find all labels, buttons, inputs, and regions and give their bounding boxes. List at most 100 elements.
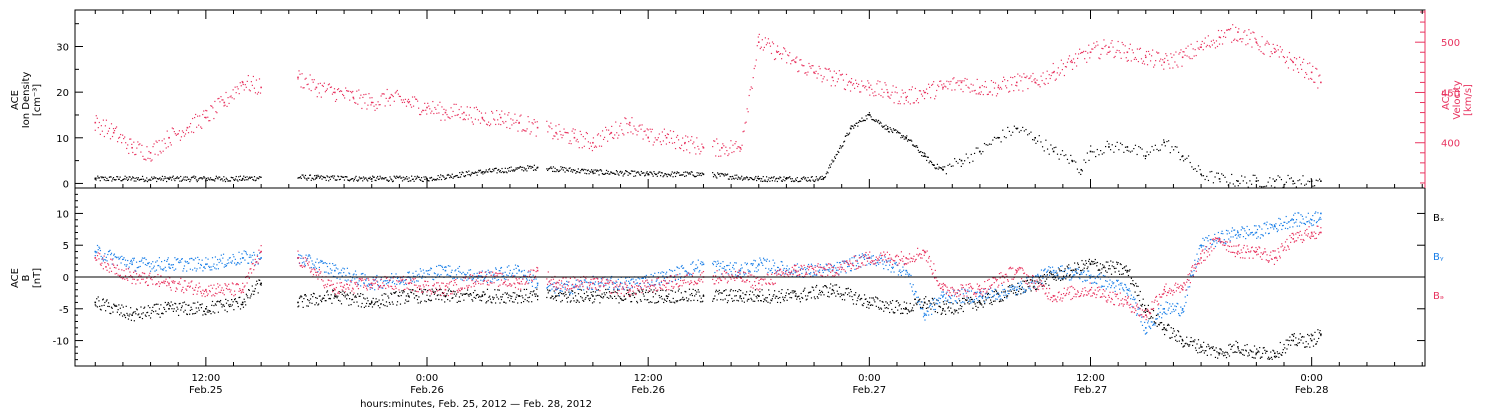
Bx-series-point bbox=[95, 305, 97, 307]
velocity-series-point bbox=[1074, 53, 1077, 55]
Bx-series-point bbox=[188, 304, 190, 306]
density-series-point bbox=[407, 180, 409, 183]
Bx-series-point bbox=[1130, 277, 1133, 279]
density-series-point bbox=[248, 177, 250, 179]
Bx-series-point bbox=[767, 301, 769, 303]
Bx-series-point bbox=[1316, 340, 1318, 343]
density-series-point bbox=[510, 166, 512, 168]
density-series-point bbox=[409, 180, 411, 182]
velocity-series-point bbox=[422, 109, 424, 111]
Bx-series-point bbox=[1048, 272, 1051, 274]
density-series-point bbox=[1118, 149, 1120, 151]
By-series-point bbox=[766, 258, 768, 260]
Bx-series-point bbox=[1217, 352, 1219, 354]
velocity-series-point bbox=[529, 133, 531, 135]
density-series-point bbox=[519, 165, 521, 168]
density-series-point bbox=[1300, 183, 1302, 185]
density-series-point bbox=[99, 180, 101, 182]
density-series-point bbox=[842, 145, 844, 147]
Bx-series-point bbox=[657, 301, 659, 304]
Bx-series-point bbox=[1026, 280, 1028, 282]
velocity-series-point bbox=[375, 104, 377, 106]
Bx-series-point bbox=[764, 299, 766, 301]
Bx-series-point bbox=[102, 299, 104, 301]
density-series-point bbox=[241, 179, 243, 181]
Bx-series-point bbox=[1091, 260, 1093, 262]
Bx-series-point bbox=[976, 302, 978, 304]
velocity-series-point bbox=[333, 88, 336, 90]
density-series-point bbox=[916, 146, 919, 148]
density-series-point bbox=[381, 177, 384, 179]
density-series-point bbox=[96, 177, 98, 179]
density-series-point bbox=[418, 176, 420, 178]
By-series-point bbox=[232, 253, 234, 256]
velocity-series-point bbox=[1156, 51, 1158, 53]
By-series-point bbox=[701, 264, 703, 266]
velocity-series-point bbox=[853, 87, 856, 89]
density-series-point bbox=[747, 179, 749, 181]
velocity-series-point bbox=[757, 36, 759, 38]
By-series-point bbox=[639, 282, 642, 285]
Bx-series-point bbox=[654, 302, 656, 304]
By-series-point bbox=[259, 252, 261, 254]
density-series-point bbox=[858, 121, 860, 124]
velocity-series-point bbox=[1210, 40, 1212, 42]
velocity-series-point bbox=[1213, 42, 1216, 44]
velocity-series-point bbox=[195, 113, 197, 116]
Bx-series-point bbox=[180, 309, 182, 311]
velocity-series-point bbox=[1122, 43, 1124, 46]
By-series-point bbox=[357, 283, 360, 286]
density-series-point bbox=[730, 176, 732, 178]
By-series-point bbox=[172, 266, 174, 269]
velocity-series-point bbox=[497, 119, 499, 121]
Bx-series-point bbox=[970, 298, 973, 301]
Bx-series-point bbox=[882, 301, 884, 303]
density-series-point bbox=[302, 174, 304, 176]
Bx-series-point bbox=[575, 301, 577, 303]
velocity-series-point bbox=[357, 103, 359, 105]
density-series-point bbox=[315, 177, 318, 179]
Bx-series-point bbox=[988, 296, 990, 299]
Bx-series-point bbox=[398, 295, 400, 297]
Bx-series-point bbox=[957, 312, 959, 314]
Bx-series-point bbox=[1245, 350, 1248, 352]
By-series-point bbox=[717, 260, 719, 262]
density-series-point bbox=[551, 167, 553, 170]
velocity-series-point bbox=[342, 93, 344, 96]
density-series-point bbox=[339, 178, 341, 180]
Bx-series-point bbox=[489, 295, 491, 297]
density-series-point bbox=[921, 151, 924, 154]
velocity-series-point bbox=[513, 122, 515, 124]
velocity-series-point bbox=[1302, 61, 1304, 63]
Bx-series-point bbox=[546, 289, 549, 291]
Bx-series-point bbox=[892, 311, 894, 313]
density-series-point bbox=[187, 178, 189, 180]
Bx-series-point bbox=[946, 300, 948, 302]
Bx-series-point bbox=[1266, 350, 1268, 352]
density-series-point bbox=[200, 177, 203, 179]
density-series-point bbox=[220, 178, 222, 180]
Bx-series-point bbox=[1041, 285, 1043, 287]
Bx-series-point bbox=[1318, 337, 1320, 340]
density-series-point bbox=[490, 171, 492, 173]
Bx-series-point bbox=[1227, 353, 1229, 355]
density-series-point bbox=[309, 174, 311, 176]
Bx-series-point bbox=[1270, 356, 1273, 359]
density-series-point bbox=[116, 175, 118, 178]
Bx-series-point bbox=[374, 301, 377, 303]
Bx-series-point bbox=[569, 294, 571, 296]
density-series-point bbox=[506, 172, 508, 174]
density-series-point bbox=[331, 176, 333, 178]
Bx-series-point bbox=[1283, 343, 1285, 346]
Bx-series-point bbox=[576, 299, 578, 301]
velocity-series-point bbox=[533, 119, 535, 121]
Bx-series-point bbox=[396, 301, 399, 303]
velocity-series-point bbox=[1166, 55, 1168, 57]
velocity-series-point bbox=[210, 105, 212, 107]
Bx-series-point bbox=[298, 297, 301, 299]
By-series-point bbox=[385, 280, 387, 282]
velocity-series-point bbox=[1055, 78, 1057, 80]
density-series-point bbox=[452, 177, 454, 179]
density-series-point bbox=[215, 175, 217, 177]
By-series-point bbox=[685, 270, 687, 272]
